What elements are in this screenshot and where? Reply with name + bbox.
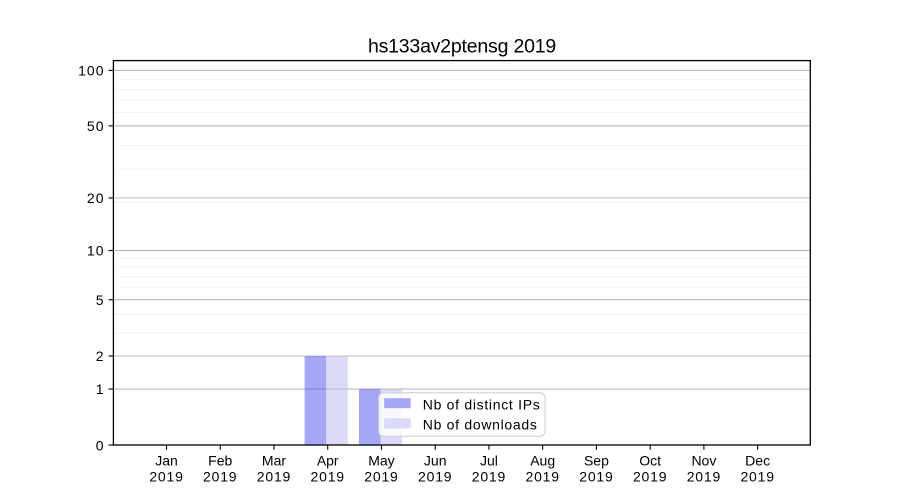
svg-text:Nb of downloads: Nb of downloads: [423, 417, 538, 433]
svg-text:Sep: Sep: [584, 453, 609, 469]
svg-text:2019: 2019: [740, 468, 774, 484]
svg-text:100: 100: [78, 63, 104, 79]
svg-text:0: 0: [96, 437, 105, 453]
svg-text:2019: 2019: [687, 468, 721, 484]
svg-text:2019: 2019: [633, 468, 667, 484]
svg-text:Oct: Oct: [639, 453, 661, 469]
svg-text:2019: 2019: [579, 468, 613, 484]
svg-text:2019: 2019: [149, 468, 183, 484]
svg-text:20: 20: [87, 190, 105, 206]
svg-text:Nov: Nov: [691, 453, 716, 469]
svg-text:Dec: Dec: [745, 453, 770, 469]
svg-text:50: 50: [87, 118, 105, 134]
svg-text:Jun: Jun: [424, 453, 447, 469]
svg-text:2019: 2019: [472, 468, 506, 484]
svg-text:2: 2: [96, 348, 105, 364]
svg-text:May: May: [368, 453, 394, 469]
svg-text:2019: 2019: [526, 468, 560, 484]
svg-text:2019: 2019: [203, 468, 237, 484]
svg-text:Jul: Jul: [480, 453, 498, 469]
svg-text:Mar: Mar: [262, 453, 286, 469]
svg-text:Feb: Feb: [208, 453, 232, 469]
svg-text:Apr: Apr: [317, 453, 339, 469]
svg-text:hs133av2ptensg 2019: hs133av2ptensg 2019: [368, 36, 556, 58]
svg-text:10: 10: [87, 243, 105, 259]
svg-text:Jan: Jan: [155, 453, 178, 469]
svg-text:Aug: Aug: [530, 453, 555, 469]
svg-text:2019: 2019: [364, 468, 398, 484]
svg-text:Nb of distinct IPs: Nb of distinct IPs: [423, 396, 541, 412]
svg-text:2019: 2019: [311, 468, 345, 484]
svg-text:2019: 2019: [418, 468, 452, 484]
svg-text:2019: 2019: [257, 468, 291, 484]
svg-text:5: 5: [96, 292, 105, 308]
svg-text:1: 1: [96, 381, 105, 397]
